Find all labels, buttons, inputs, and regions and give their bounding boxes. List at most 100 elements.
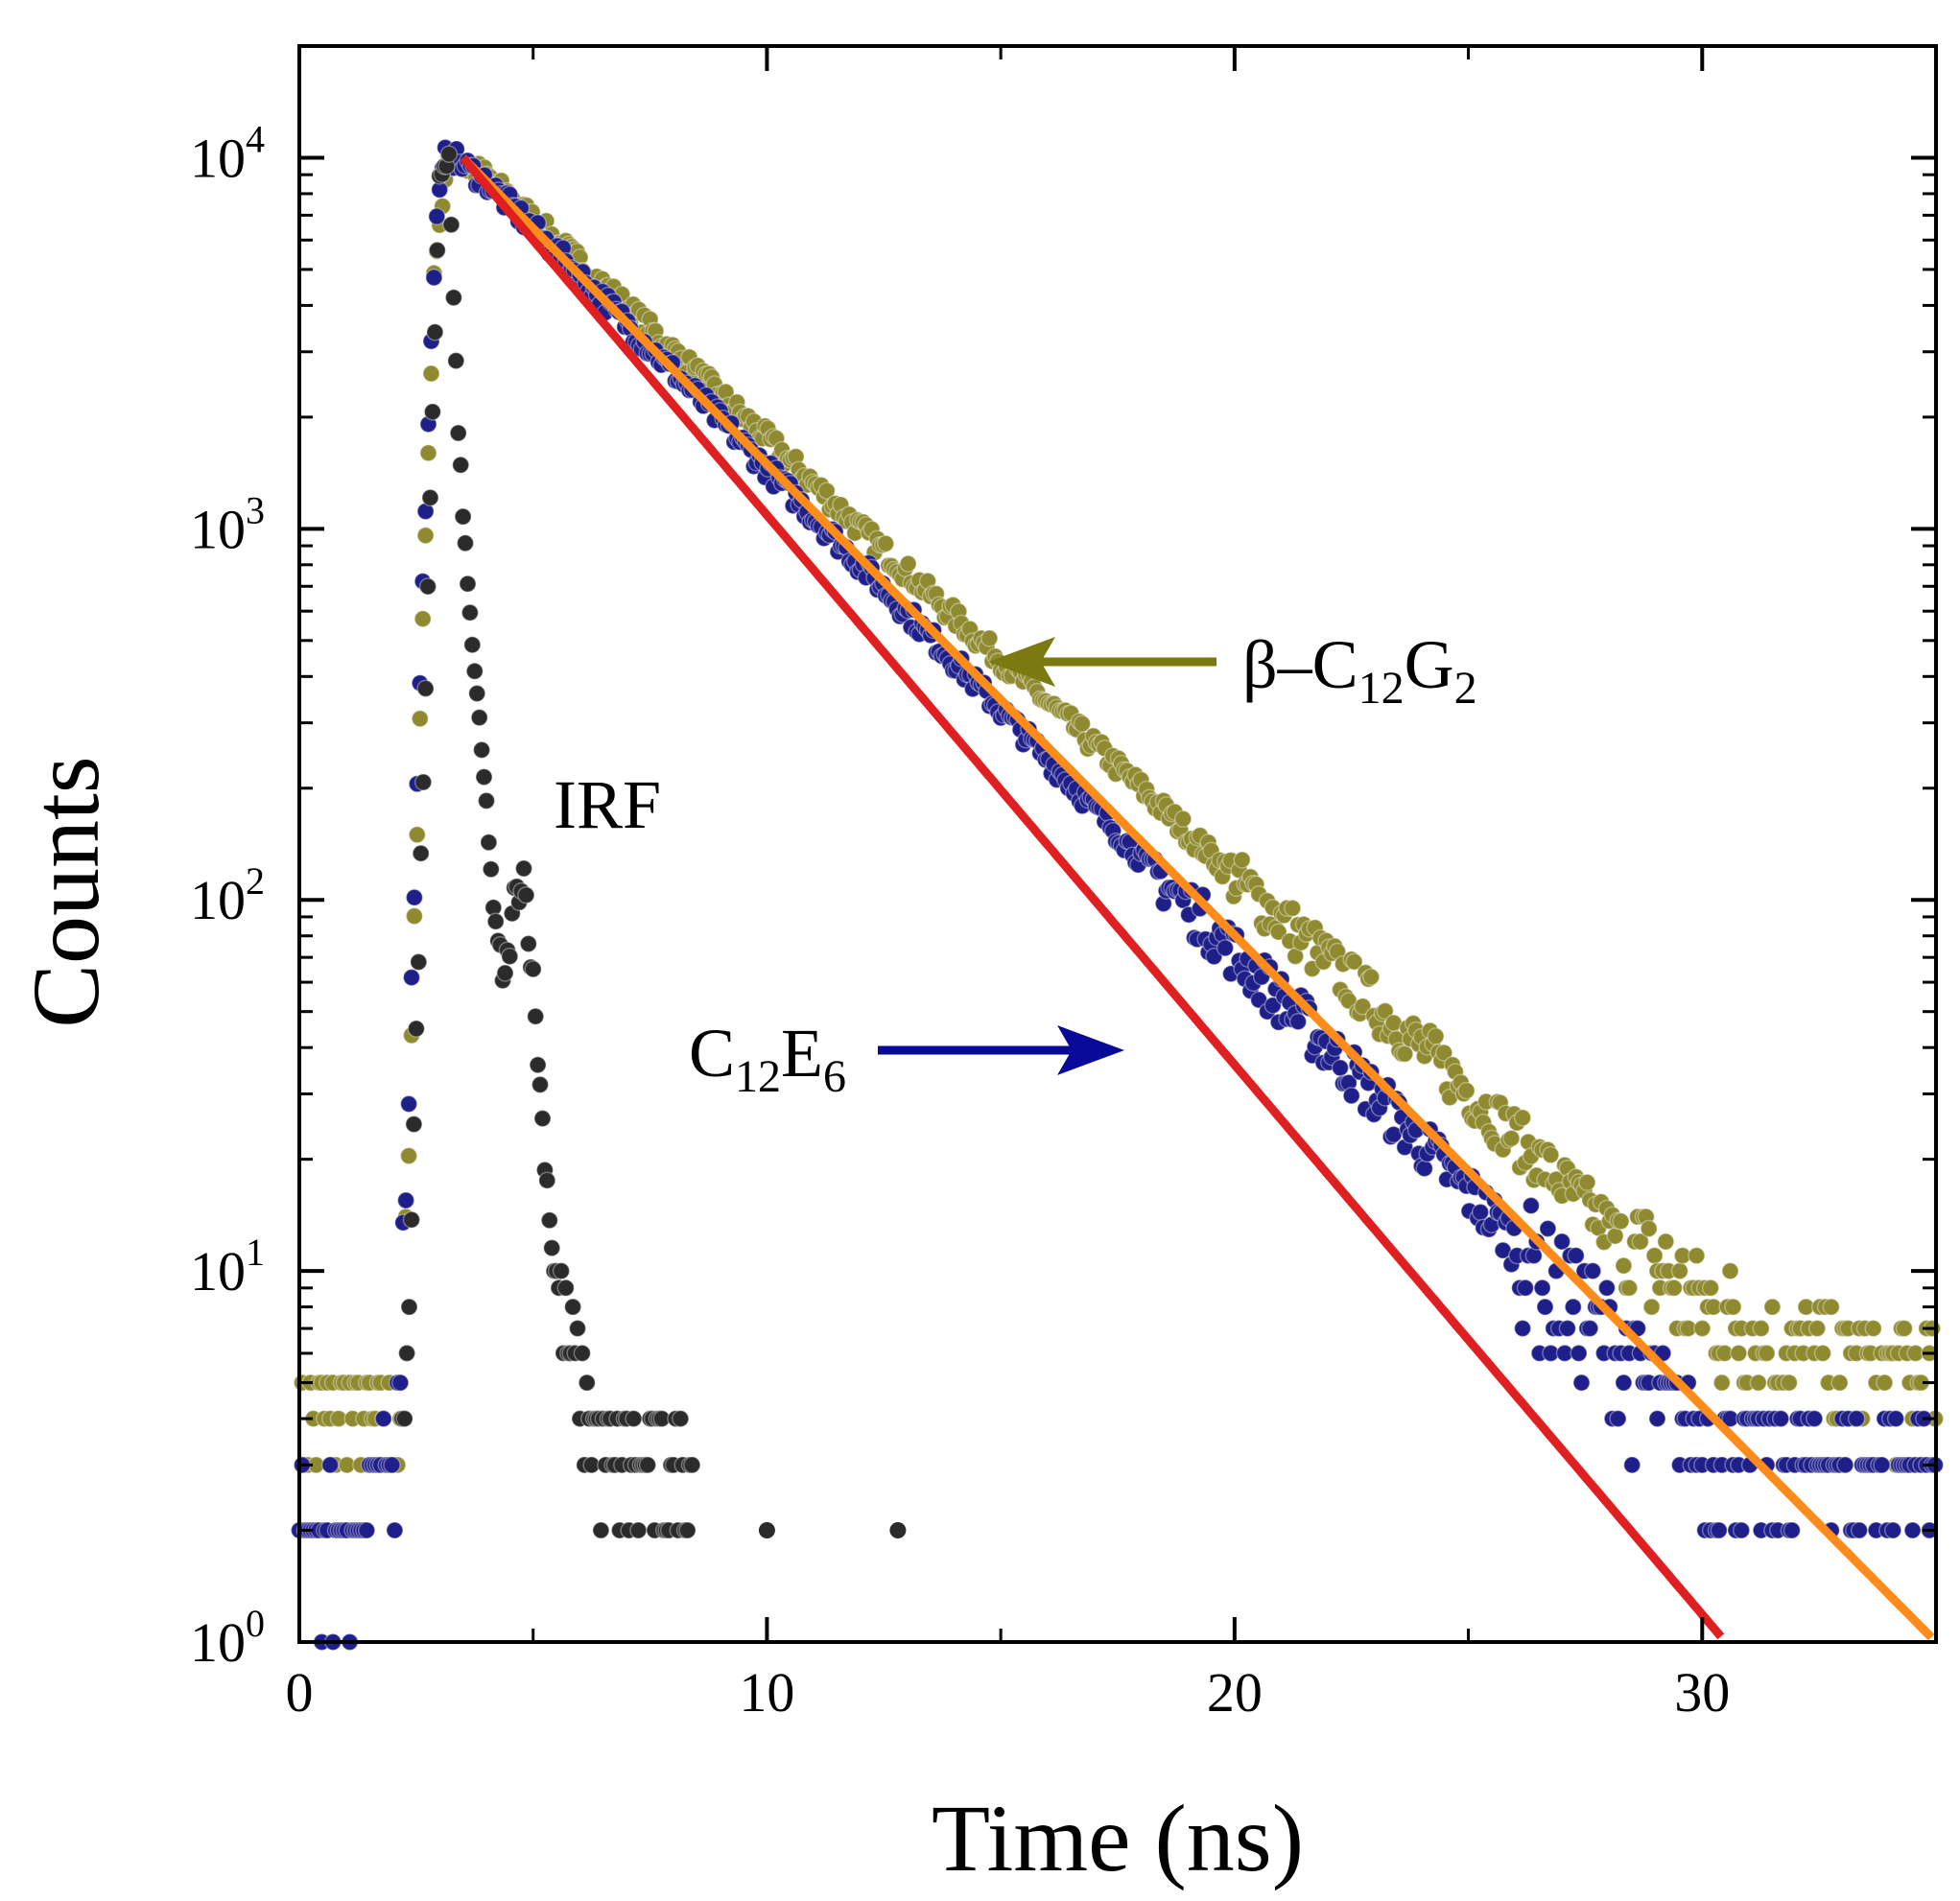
- c12g2-point: [1693, 1319, 1712, 1338]
- irf-point: [531, 1075, 550, 1094]
- c12g2-point: [1396, 1044, 1414, 1064]
- c12e6-point: [320, 1456, 340, 1474]
- c12g2-point: [1701, 1279, 1720, 1298]
- c12g2-point: [1612, 1212, 1630, 1231]
- c12e6-point: [425, 269, 443, 287]
- irf-point: [529, 1056, 547, 1074]
- c12e6-point: [1710, 1521, 1729, 1539]
- c12e6-point: [1836, 1456, 1854, 1474]
- c12e6-point: [1615, 1373, 1633, 1392]
- c12g2-point: [1665, 1279, 1684, 1298]
- irf-point: [563, 1298, 582, 1316]
- c12e6-label: C12E6: [689, 1015, 846, 1102]
- c12e6-point: [1783, 1521, 1802, 1539]
- c12g2-point: [1864, 1319, 1882, 1338]
- c12g2-point: [1730, 1344, 1748, 1363]
- irf-point: [402, 1210, 421, 1229]
- c12g2-point: [1542, 1145, 1560, 1164]
- c12g2-point: [1763, 1298, 1782, 1316]
- irf-point: [538, 1171, 556, 1189]
- irf-point: [533, 1109, 552, 1128]
- c12e6-point: [1536, 1298, 1554, 1316]
- irf-point: [501, 947, 519, 966]
- c12g2-point: [1876, 1373, 1894, 1392]
- c12g2-point: [1645, 1246, 1664, 1265]
- irf-point: [578, 1373, 597, 1392]
- c12e6-point: [1648, 1409, 1666, 1428]
- c12e6-point: [405, 888, 424, 906]
- irf-point: [397, 1344, 416, 1363]
- c12g2-point: [1813, 1344, 1832, 1363]
- x-axis-title: Time (ns): [932, 1785, 1304, 1891]
- c12e6-point: [1516, 1279, 1535, 1298]
- irf-point: [459, 575, 477, 593]
- c12g2-point: [1173, 810, 1193, 829]
- irf-point: [638, 1456, 657, 1474]
- x-tick-label: 20: [1207, 1661, 1263, 1724]
- c12e6-point: [1847, 1409, 1866, 1428]
- c12e6-label-mid: E: [781, 1015, 823, 1091]
- c12e6-point: [383, 1456, 401, 1474]
- irf-point: [472, 740, 491, 760]
- c12g2-point: [1457, 1081, 1476, 1100]
- y-tick-label: 100: [190, 1602, 265, 1674]
- c12e6-point: [1533, 1279, 1551, 1298]
- irf-point: [625, 1409, 643, 1428]
- c12g2-point: [1749, 1373, 1768, 1392]
- c12e6-point: [402, 968, 421, 987]
- c12g2-label-sub1: 12: [1358, 663, 1405, 714]
- c12e6-point: [1597, 1279, 1617, 1298]
- c12e6-point: [428, 207, 446, 225]
- c12e6-point: [1288, 1012, 1308, 1031]
- c12e6-fit-line: [460, 154, 1725, 1640]
- y-tick-label: 102: [190, 859, 265, 931]
- c12g2-point: [1822, 1298, 1841, 1316]
- c12g2-point: [1376, 1001, 1395, 1021]
- c12e6-point: [1622, 1456, 1641, 1474]
- c12g2-point: [1758, 1344, 1776, 1363]
- irf-point: [444, 289, 463, 307]
- irf-point: [439, 145, 459, 163]
- irf-point: [556, 1279, 576, 1298]
- c12e6-point: [399, 1094, 418, 1114]
- c12g2-fit-line: [460, 154, 1935, 1641]
- c12e6-point: [1771, 1409, 1790, 1428]
- c12g2-point: [1895, 1319, 1914, 1338]
- irf-point: [480, 833, 498, 852]
- c12g2-point: [1619, 1279, 1639, 1298]
- c12g2-point: [1670, 1261, 1689, 1280]
- c12g2-point: [1073, 715, 1092, 733]
- c12e6-point: [1873, 1456, 1891, 1474]
- c12g2-point: [1657, 1232, 1675, 1251]
- c12e6-point: [1567, 1246, 1585, 1265]
- c12g2-point: [416, 527, 435, 545]
- irf-point: [496, 964, 514, 982]
- y-tick-label: 101: [190, 1231, 265, 1303]
- y-axis-title: Counts: [12, 756, 119, 1027]
- fit-lines-layer: [460, 154, 1935, 1641]
- c12g2-point: [1752, 1319, 1770, 1338]
- c12e6-point: [1522, 1196, 1541, 1215]
- c12e6-label-lead: C: [689, 1015, 735, 1091]
- c12e6-point: [1572, 1373, 1591, 1392]
- c12g2-point: [1688, 1246, 1706, 1265]
- c12e6-point: [1732, 1521, 1751, 1539]
- c12g2-point: [1780, 1373, 1799, 1392]
- x-tick-label: 0: [286, 1661, 314, 1724]
- c12e6-point: [1552, 1232, 1571, 1251]
- c12e6-point: [386, 1521, 404, 1539]
- c12g2-point: [1578, 1173, 1596, 1192]
- c12e6-label-sub2: 6: [823, 1051, 846, 1102]
- irf-point: [568, 1319, 587, 1338]
- irf-point: [413, 773, 433, 791]
- irf-point: [517, 885, 535, 904]
- irf-point: [573, 1344, 592, 1363]
- c12e6-point: [357, 1521, 376, 1539]
- irf-point: [889, 1522, 907, 1539]
- c12g2-point: [876, 534, 895, 553]
- irf-point: [475, 767, 493, 786]
- c12g2-point: [899, 554, 917, 573]
- c12g2-point: [1434, 1044, 1453, 1062]
